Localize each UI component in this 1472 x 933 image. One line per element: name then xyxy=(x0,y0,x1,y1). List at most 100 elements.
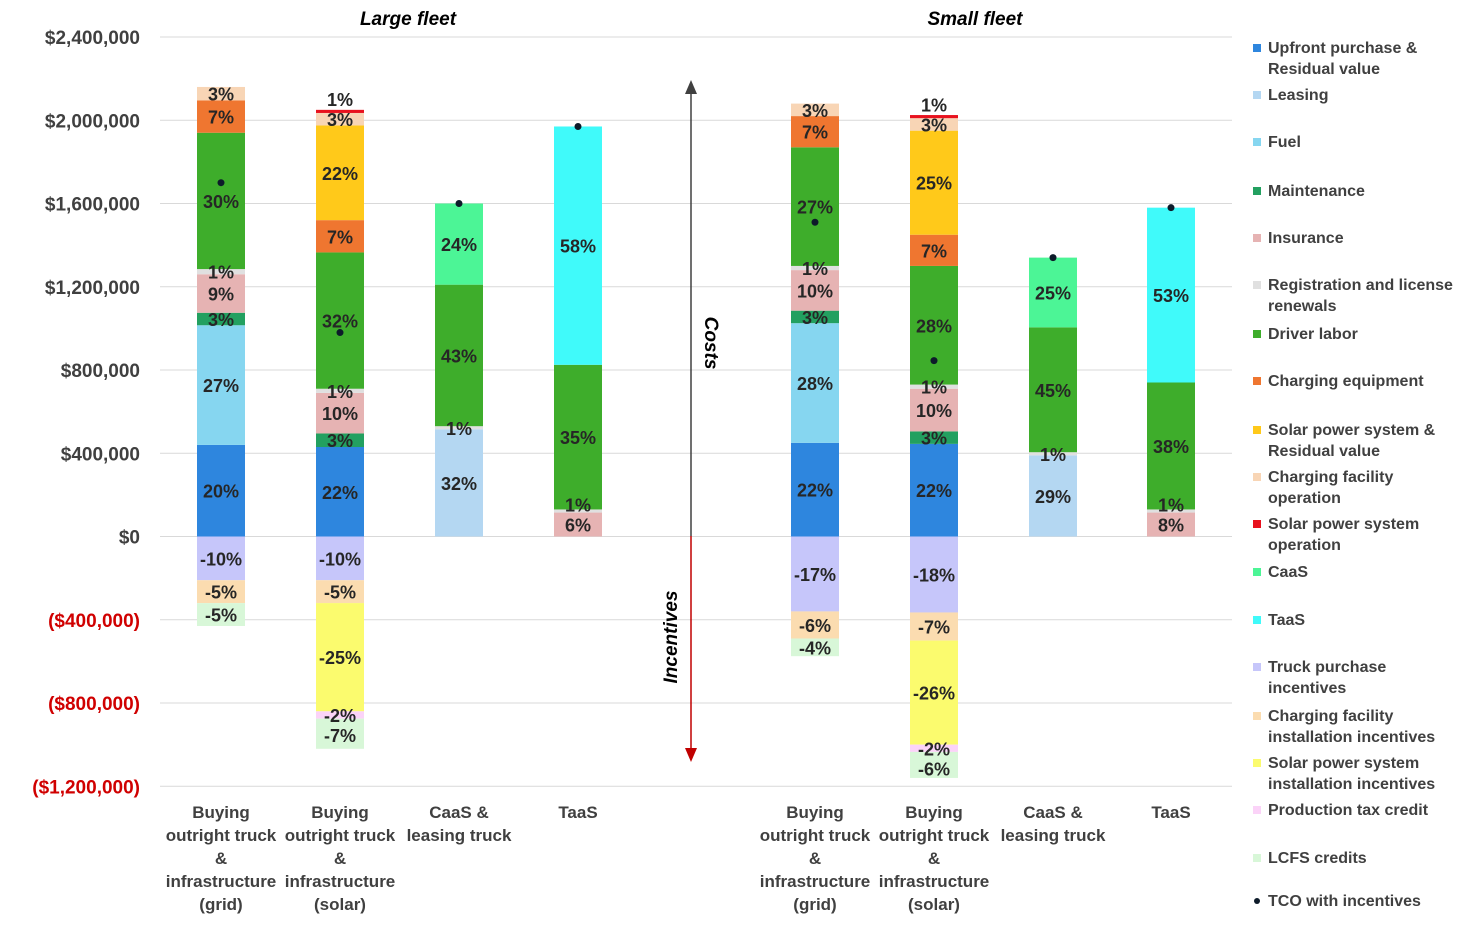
data-label: -10% xyxy=(200,549,242,569)
bar-segment-charging_incentives xyxy=(197,580,245,604)
legend-item-fuel: Fuel xyxy=(1253,132,1472,153)
legend-item-charging_equipment: Charging equipment xyxy=(1253,371,1472,392)
legend-swatch xyxy=(1253,712,1261,720)
bar-segment-charging_equipment xyxy=(197,100,245,133)
legend-item-taas: TaaS xyxy=(1253,610,1472,631)
data-label: 22% xyxy=(797,481,833,501)
bar-segment-insurance xyxy=(791,270,839,311)
data-label: 35% xyxy=(560,428,596,448)
bar-segment-registration xyxy=(791,265,839,271)
data-label: 27% xyxy=(203,376,239,396)
legend-item-driver: Driver labor xyxy=(1253,324,1472,345)
bar-segment-charging_operation xyxy=(910,118,958,131)
bar-segment-upfront xyxy=(197,444,245,537)
bar-segment-caas xyxy=(1029,257,1077,328)
data-label: 7% xyxy=(208,108,234,128)
legend-item-registration: Registration and license renewals xyxy=(1253,275,1472,317)
legend-swatch xyxy=(1253,426,1261,434)
x-category-line: outright truck xyxy=(760,826,871,845)
legend-item-ptc: Production tax credit xyxy=(1253,800,1472,821)
bar-segment-upfront xyxy=(791,442,839,537)
x-category-line: infrastructure xyxy=(760,872,871,891)
tco-marker xyxy=(1167,204,1175,212)
bar-segment-maintenance xyxy=(791,310,839,324)
x-category-line: Buying xyxy=(192,803,250,822)
legend-item-lcfs: LCFS credits xyxy=(1253,848,1472,869)
data-label: -5% xyxy=(205,583,237,603)
y-tick-label: ($800,000) xyxy=(48,694,140,715)
data-label: 32% xyxy=(441,474,477,494)
data-label: 32% xyxy=(322,312,358,332)
bar-segment-maintenance xyxy=(197,312,245,326)
data-label: 10% xyxy=(916,401,952,421)
legend-item-maintenance: Maintenance xyxy=(1253,181,1472,202)
x-category-line: infrastructure xyxy=(285,872,396,891)
legend-label: Charging facility operation xyxy=(1268,469,1394,507)
bar-segment-charging_equipment xyxy=(316,220,364,253)
tco-marker xyxy=(217,179,225,187)
x-category-line: infrastructure xyxy=(166,872,277,891)
bar-segment-driver xyxy=(435,284,483,427)
bar-segment-insurance xyxy=(197,274,245,313)
legend-swatch xyxy=(1253,138,1261,146)
data-label: 29% xyxy=(1035,487,1071,507)
bar-segment-upfront xyxy=(316,447,364,537)
data-label: 38% xyxy=(1153,437,1189,457)
data-label: 25% xyxy=(1035,283,1071,303)
legend-label: Leasing xyxy=(1268,87,1329,104)
data-label: 7% xyxy=(802,123,828,143)
data-label: 10% xyxy=(322,404,358,424)
bar-segment-caas xyxy=(435,203,483,285)
data-label: 24% xyxy=(441,235,477,255)
x-category-line: CaaS & xyxy=(429,803,489,822)
bar-segment-driver xyxy=(791,147,839,266)
data-label: 20% xyxy=(203,482,239,502)
bar-segment-registration xyxy=(1029,452,1077,456)
legend-swatch xyxy=(1253,759,1261,767)
data-label: 3% xyxy=(802,308,828,328)
data-label: -5% xyxy=(205,606,237,626)
bar-segment-solar_incentives xyxy=(910,640,958,745)
data-label: 58% xyxy=(560,237,596,257)
legend-swatch xyxy=(1253,91,1261,99)
data-label: 30% xyxy=(203,192,239,212)
legend-label: Maintenance xyxy=(1268,183,1365,200)
bar-segment-fuel xyxy=(197,325,245,445)
bar-segment-registration xyxy=(1147,509,1195,513)
bar-segment-solar_operation xyxy=(316,109,364,113)
legend-label: TaaS xyxy=(1268,612,1306,629)
stacked-bar-chart: ($1,200,000) ($800,000) ($400,000) $0 $400,0… xyxy=(32,9,1232,914)
bar-segment-registration xyxy=(197,269,245,275)
legend-label: Registration and license renewals xyxy=(1268,277,1453,315)
legend-item-solar_incentives: Solar power system installation incentiv… xyxy=(1253,753,1472,795)
bar-segment-charging_incentives xyxy=(316,580,364,604)
bar-segment-lcfs xyxy=(316,718,364,749)
bar-segment-leasing xyxy=(435,429,483,537)
data-label: 1% xyxy=(1158,496,1184,516)
legend-item-upfront: Upfront purchase & Residual value xyxy=(1253,38,1472,80)
legend-item-solar_operation: Solar power system operation xyxy=(1253,514,1472,556)
bar-segment-fuel xyxy=(791,323,839,443)
legend-label: Solar power system installation incentiv… xyxy=(1268,755,1436,793)
legend-label: Truck purchase incentives xyxy=(1268,659,1387,697)
legend-item-leasing: Leasing xyxy=(1253,85,1472,106)
x-category-line: (solar) xyxy=(314,895,366,914)
tco-marker xyxy=(336,329,344,337)
y-tick-label: $2,000,000 xyxy=(45,111,140,132)
y-tick-label: $2,400,000 xyxy=(45,28,140,49)
data-label: 3% xyxy=(327,431,353,451)
tco-marker xyxy=(574,122,582,130)
legend-swatch xyxy=(1253,187,1261,195)
bar-segment-charging_equipment xyxy=(791,116,839,148)
legend-swatch xyxy=(1253,473,1261,481)
legend-swatch xyxy=(1253,568,1261,576)
x-category-line: (grid) xyxy=(199,895,242,914)
chart-legend: Upfront purchase & Residual value Leasing… xyxy=(1253,0,1472,933)
bar-segment-registration xyxy=(910,384,958,389)
legend-item-charging_incentives: Charging facility installation incentive… xyxy=(1253,706,1472,748)
bar-segment-charging_operation xyxy=(791,103,839,117)
data-label: 9% xyxy=(208,285,234,305)
bar-segment-taas xyxy=(1147,207,1195,383)
legend-label: Fuel xyxy=(1268,134,1301,151)
incentives-arrowhead xyxy=(685,748,697,762)
